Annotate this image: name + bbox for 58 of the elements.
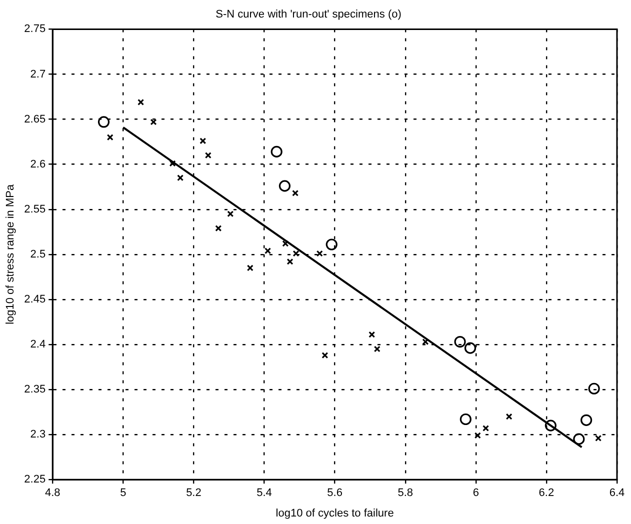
point — [573, 433, 585, 445]
point — [460, 413, 472, 426]
point — [106, 134, 114, 141]
point — [169, 160, 176, 167]
point — [227, 210, 234, 218]
y-tick-label: 2.55 — [24, 203, 46, 216]
y-tick-label: 2.45 — [24, 293, 46, 306]
chart-title: S-N curve with 'run-out' specimens (o) — [216, 8, 402, 21]
y-tick-label: 2.3 — [30, 428, 46, 441]
point — [177, 174, 184, 182]
point — [474, 432, 481, 439]
y-tick-label: 2.6 — [30, 158, 46, 170]
point — [282, 240, 289, 247]
y-tick-label: 2.5 — [30, 248, 46, 260]
point — [580, 414, 592, 426]
point — [215, 225, 222, 232]
x-tick-label: 5.4 — [256, 487, 272, 500]
point — [326, 238, 338, 250]
point — [278, 180, 291, 192]
y-tick-label: 2.35 — [24, 384, 46, 396]
x-tick-label: 6 — [472, 487, 479, 500]
x-tick-label: 6.2 — [538, 487, 554, 500]
y-tick-label: 2.4 — [30, 338, 46, 351]
point — [246, 264, 254, 272]
point — [482, 424, 490, 432]
point — [454, 336, 466, 348]
x-tick-label: 5.2 — [186, 487, 202, 500]
point — [150, 118, 157, 126]
point — [464, 342, 476, 354]
point — [138, 98, 144, 106]
point — [368, 331, 376, 338]
y-tick-label: 2.65 — [24, 113, 46, 126]
x-axis-title: log10 of cycles to failure — [276, 507, 394, 520]
point — [204, 152, 212, 159]
point — [200, 138, 206, 144]
point — [322, 352, 328, 359]
x-tick-label: 5.6 — [327, 487, 342, 500]
y-tick-label: 2.75 — [24, 23, 46, 36]
point — [506, 413, 512, 420]
x-tick-label: 5.8 — [398, 487, 413, 500]
x-tick-label: 5 — [120, 487, 126, 500]
point — [270, 146, 282, 158]
point — [588, 382, 600, 394]
point — [292, 250, 300, 257]
y-tick-label: 2.7 — [30, 68, 46, 80]
x-tick-label: 4.8 — [44, 487, 60, 500]
y-axis-title: log10 of stress range in MPa — [4, 184, 17, 324]
x-tick-label: 6.4 — [609, 487, 625, 500]
point — [374, 346, 380, 352]
point — [286, 258, 294, 265]
point — [595, 434, 602, 442]
point — [316, 250, 323, 257]
point — [98, 116, 110, 128]
point — [292, 190, 299, 196]
y-tick-label: 2.25 — [24, 474, 46, 486]
point — [544, 420, 556, 432]
point — [264, 248, 272, 254]
point — [422, 338, 429, 346]
